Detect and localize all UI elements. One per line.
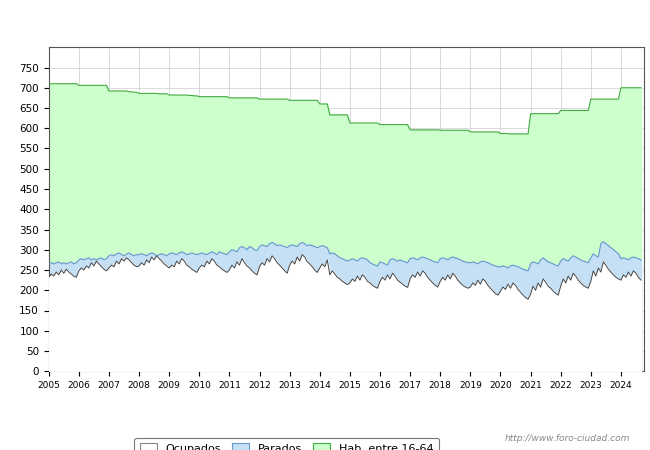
Text: http://www.foro-ciudad.com: http://www.foro-ciudad.com bbox=[505, 434, 630, 443]
Text: Aledo - Evolucion de la poblacion en edad de Trabajar Agosto de 2024: Aledo - Evolucion de la poblacion en eda… bbox=[62, 12, 588, 25]
Legend: Ocupados, Parados, Hab. entre 16-64: Ocupados, Parados, Hab. entre 16-64 bbox=[135, 438, 439, 450]
